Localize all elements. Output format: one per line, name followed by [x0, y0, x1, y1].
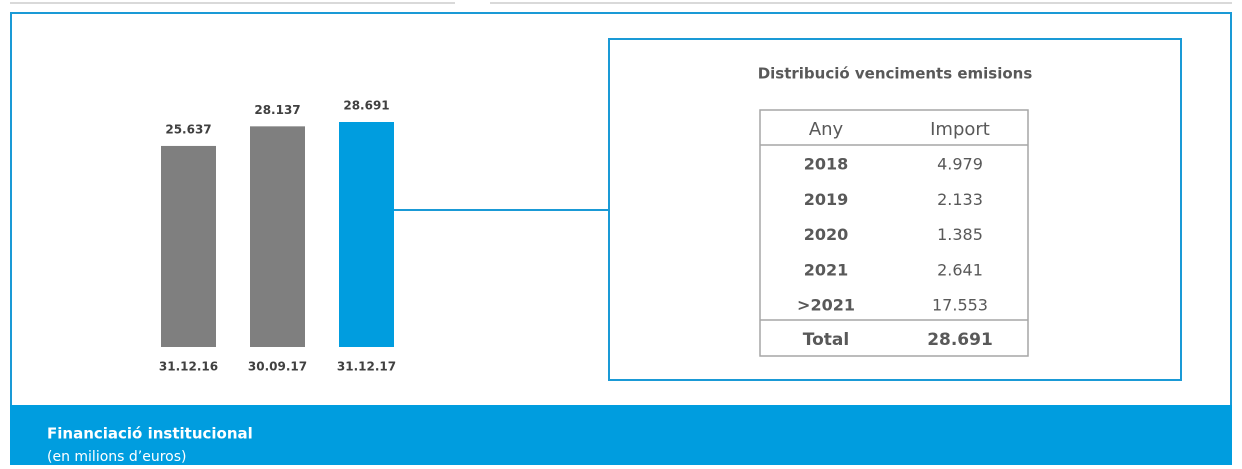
bar: [250, 126, 305, 347]
category-label: 30.09.17: [248, 360, 307, 374]
table-cell: >2021: [797, 296, 855, 315]
table-cell: 2021: [804, 260, 849, 279]
table-cell: 17.553: [932, 296, 988, 315]
value-label: 25.637: [165, 122, 211, 136]
table-title: Distribució venciments emisions: [758, 65, 1033, 83]
footer-band: [10, 405, 1232, 465]
table-cell: 2019: [804, 190, 849, 209]
table-cell: Any: [809, 119, 844, 140]
table-cell: Import: [930, 119, 990, 140]
bar: [161, 145, 216, 347]
table-cell: 4.979: [937, 155, 983, 174]
footer-subtitle: (en milions d’euros): [47, 449, 186, 465]
table-cell: Total: [803, 330, 849, 350]
table-cell: 2.641: [937, 260, 983, 279]
table-frame: [759, 109, 1029, 357]
value-label: 28.691: [343, 99, 389, 113]
bar: [339, 122, 394, 347]
category-label: 31.12.17: [337, 360, 396, 374]
table-cell: 1.385: [937, 225, 983, 244]
table-cell: 2018: [804, 155, 849, 174]
table-cell: 28.691: [927, 330, 993, 350]
footer-title: Financiació institucional: [47, 425, 253, 443]
category-label: 31.12.16: [159, 360, 218, 374]
value-label: 28.137: [254, 103, 300, 117]
table-box: [608, 38, 1182, 381]
table-cell: 2.133: [937, 190, 983, 209]
table-cell: 2020: [804, 225, 849, 244]
